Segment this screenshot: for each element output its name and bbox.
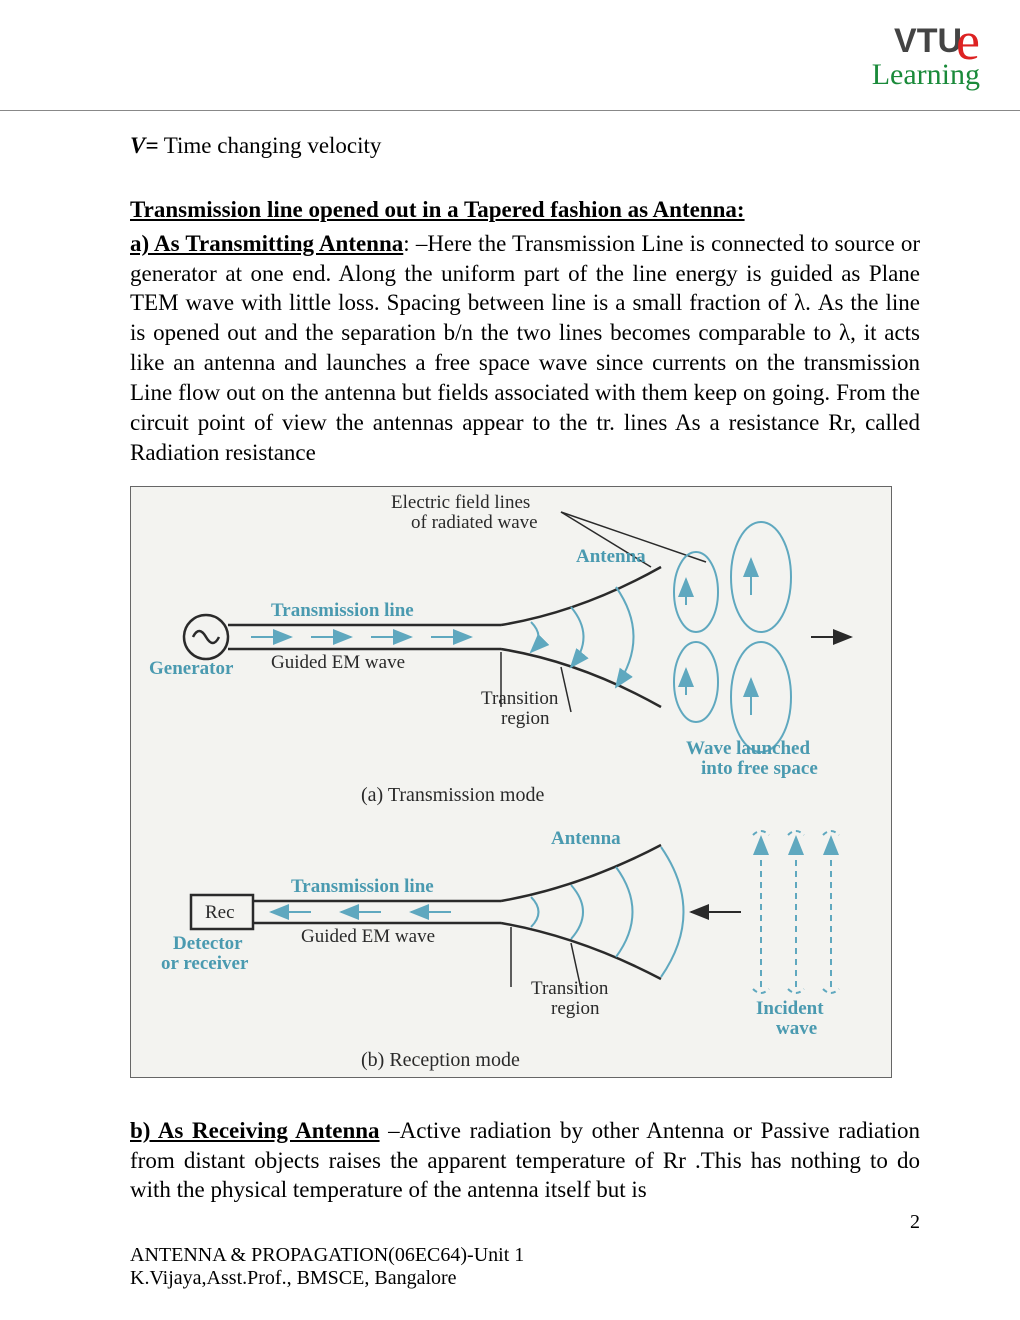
label-region-b: region bbox=[551, 997, 600, 1022]
label-rec: Rec bbox=[205, 901, 235, 926]
label-tline-b: Transmission line bbox=[291, 875, 434, 900]
paragraph-a: a) As Transmitting Antenna: –Here the Tr… bbox=[130, 229, 920, 468]
v-line: V= Time changing velocity bbox=[130, 131, 920, 161]
logo: VTUe Learning bbox=[872, 10, 980, 92]
label-guided-a: Guided EM wave bbox=[271, 651, 405, 676]
diagram: Electric field lines of radiated wave An… bbox=[130, 486, 892, 1078]
label-detector2: or receiver bbox=[161, 952, 248, 977]
footer: ANTENNA & PROPAGATION(06EC64)-Unit 1 K.V… bbox=[0, 1234, 1020, 1290]
logo-vtu: VTU bbox=[894, 22, 962, 61]
caption-a: (a) Transmission mode bbox=[361, 782, 544, 808]
label-guided-b: Guided EM wave bbox=[301, 925, 435, 950]
page: VTUe Learning V= Time changing velocity … bbox=[0, 0, 1020, 1290]
subheading-a: a) As Transmitting Antenna bbox=[130, 231, 403, 256]
label-region-a: region bbox=[501, 707, 550, 732]
para-a-text: : –Here the Transmission Line is connect… bbox=[130, 231, 920, 465]
v-symbol: V= bbox=[130, 133, 158, 158]
label-wave2: into free space bbox=[701, 757, 818, 782]
label-antenna-b: Antenna bbox=[551, 827, 621, 852]
page-number: 2 bbox=[0, 1211, 1020, 1234]
section-heading: Transmission line opened out in a Tapere… bbox=[130, 197, 745, 222]
footer-line2: K.Vijaya,Asst.Prof., BMSCE, Bangalore bbox=[130, 1267, 920, 1290]
content: V= Time changing velocity Transmission l… bbox=[0, 111, 1020, 1205]
label-incident2: wave bbox=[776, 1017, 817, 1042]
footer-line1: ANTENNA & PROPAGATION(06EC64)-Unit 1 bbox=[130, 1244, 920, 1267]
label-antenna-a: Antenna bbox=[576, 545, 646, 570]
logo-learning: Learning bbox=[872, 58, 980, 92]
label-generator: Generator bbox=[149, 657, 233, 682]
subheading-b: b) As Receiving Antenna bbox=[130, 1118, 380, 1143]
paragraph-b: b) As Receiving Antenna –Active radiatio… bbox=[130, 1116, 920, 1206]
header: VTUe Learning bbox=[0, 0, 1020, 111]
caption-b: (b) Reception mode bbox=[361, 1047, 520, 1073]
label-tline-a: Transmission line bbox=[271, 599, 414, 624]
v-desc: Time changing velocity bbox=[158, 133, 381, 158]
label-efield2: of radiated wave bbox=[411, 511, 538, 536]
